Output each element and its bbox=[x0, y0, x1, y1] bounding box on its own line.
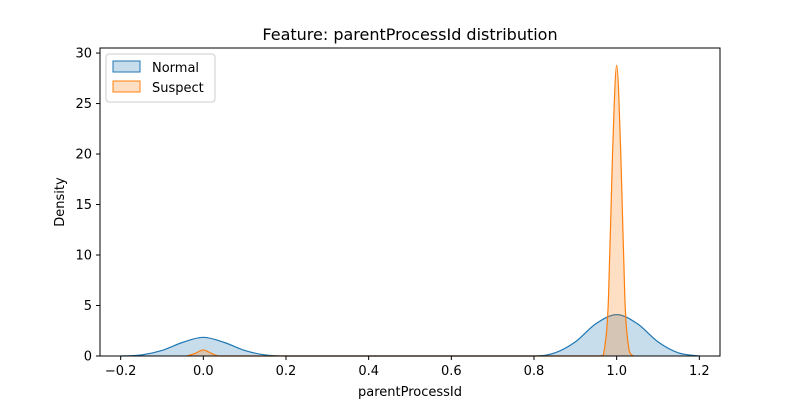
legend: Normal Suspect bbox=[105, 53, 216, 103]
plot-frame bbox=[99, 47, 721, 357]
legend-label-normal: Normal bbox=[152, 61, 199, 76]
y-tick-label: 20 bbox=[75, 148, 92, 163]
x-axis: −0.2 0.0 0.2 0.4 0.6 0.8 1.0 1.2 bbox=[105, 356, 710, 379]
y-tick-label: 15 bbox=[75, 198, 92, 213]
y-tick-label: 25 bbox=[75, 97, 92, 112]
x-axis-label: parentProcessId bbox=[358, 385, 462, 400]
legend-frame bbox=[105, 53, 216, 103]
legend-label-suspect: Suspect bbox=[152, 81, 204, 96]
y-tick-label: 5 bbox=[84, 299, 92, 314]
x-tick-label: 0.0 bbox=[193, 364, 214, 379]
y-axis-label: Density bbox=[53, 177, 68, 227]
x-tick-label: 1.0 bbox=[606, 364, 627, 379]
legend-swatch-suspect bbox=[112, 80, 141, 93]
x-tick-label: 0.8 bbox=[524, 364, 545, 379]
y-tick-label: 0 bbox=[84, 350, 92, 365]
x-tick-label: 1.2 bbox=[689, 364, 710, 379]
series-suspect-area bbox=[186, 65, 634, 357]
x-tick-label: 0.6 bbox=[441, 364, 462, 379]
x-tick-label: 0.2 bbox=[276, 364, 297, 379]
y-tick-label: 30 bbox=[75, 47, 92, 62]
x-tick-label: 0.4 bbox=[358, 364, 379, 379]
x-tick-label: −0.2 bbox=[105, 364, 137, 379]
y-tick-label: 10 bbox=[75, 249, 92, 264]
series-suspect-line bbox=[186, 64, 634, 357]
chart-title: Feature: parentProcessId distribution bbox=[262, 25, 557, 44]
y-axis: 0 5 10 15 20 25 30 bbox=[75, 47, 100, 365]
legend-swatch-normal bbox=[112, 60, 141, 73]
series-layer bbox=[120, 64, 700, 357]
